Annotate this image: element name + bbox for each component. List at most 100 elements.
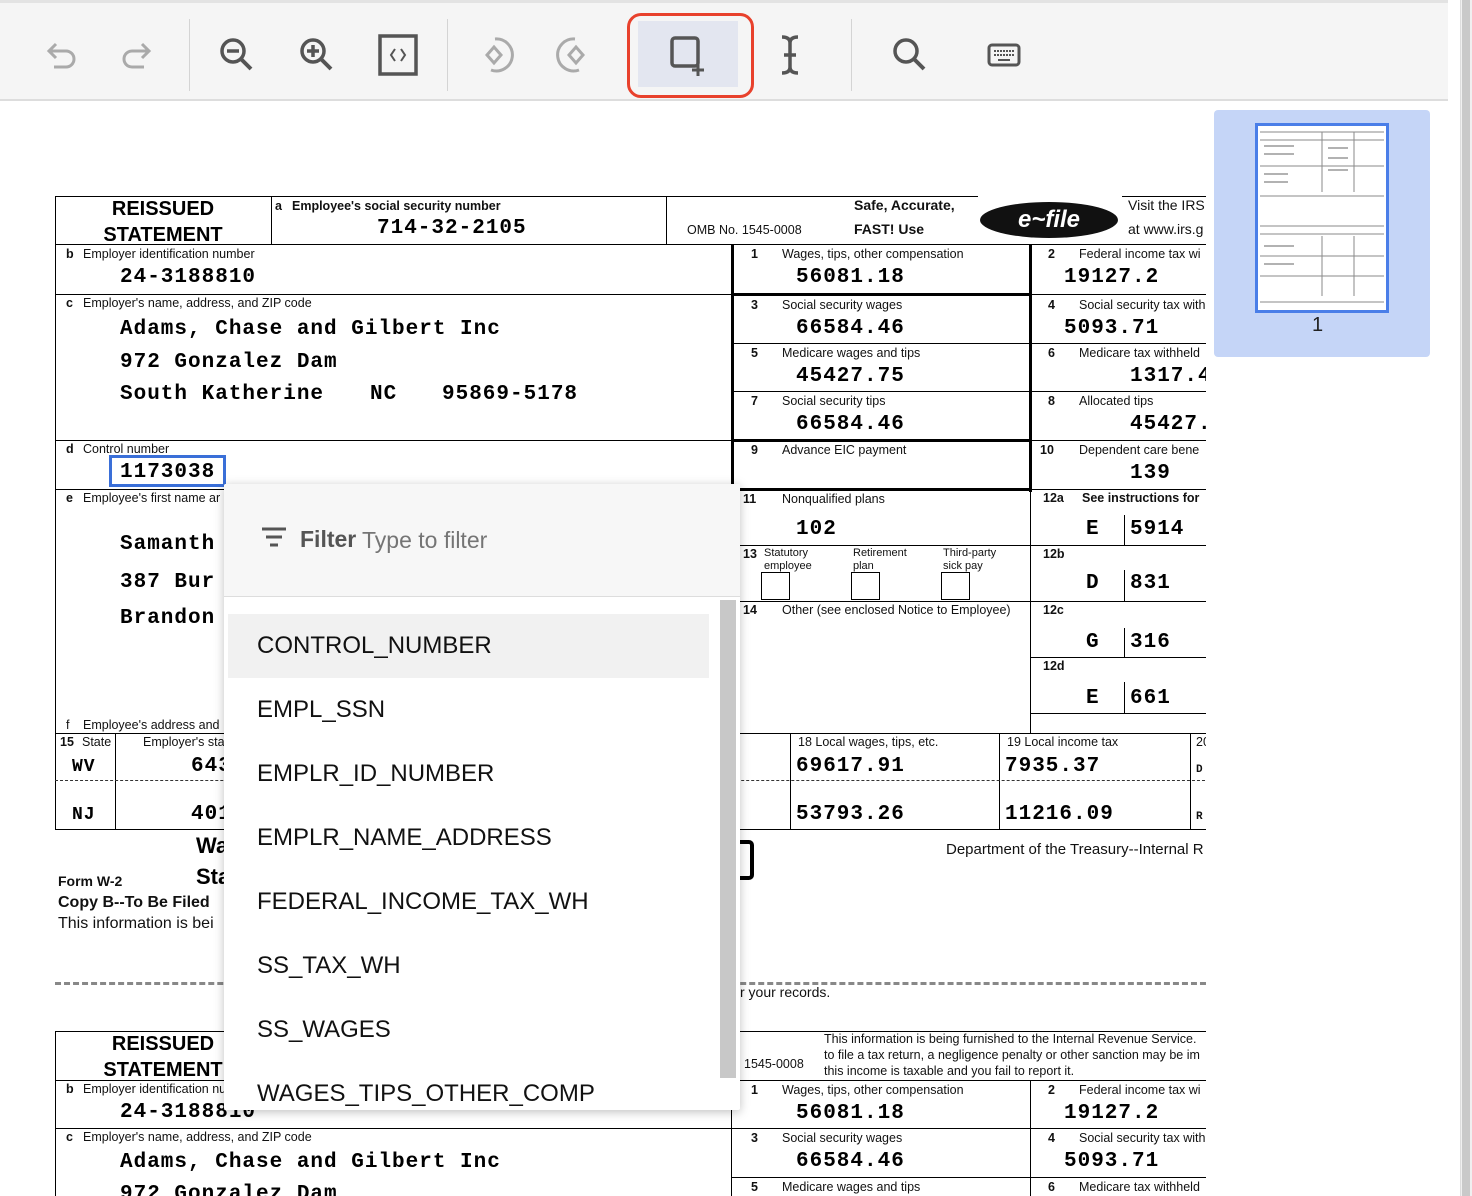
box-3-value-2[interactable]: 66584.46 [796, 1150, 905, 1173]
box-5-value[interactable]: 45427.75 [796, 365, 905, 388]
filter-header: Filter [224, 484, 740, 597]
local-wages-2[interactable]: 53793.26 [796, 803, 905, 826]
state-2[interactable]: NJ [72, 805, 96, 825]
keyboard-button[interactable] [974, 25, 1034, 85]
dropdown-item[interactable]: EMPLR_NAME_ADDRESS [257, 824, 552, 851]
zoom-in-button[interactable] [287, 25, 347, 85]
add-box-button[interactable] [638, 21, 738, 87]
dropdown-item[interactable]: FEDERAL_INCOME_TAX_WH [257, 888, 589, 915]
box-1-number: 1 [751, 247, 758, 261]
dropdown-item[interactable]: CONTROL_NUMBER [228, 614, 709, 678]
box-12c-value[interactable]: 316 [1130, 631, 1171, 654]
box-5-number-2: 5 [751, 1180, 758, 1194]
dropdown-item[interactable]: SS_TAX_WH [257, 952, 401, 979]
control-number-value[interactable]: 1173038 [120, 461, 216, 484]
box-4-value-2[interactable]: 5093.71 [1064, 1150, 1160, 1173]
filter-label: Filter [300, 526, 357, 552]
box-a-letter: a [275, 199, 282, 213]
form-title-part: Wa [196, 833, 229, 858]
text-select-button[interactable] [760, 25, 820, 85]
rotate-right-button[interactable] [545, 25, 605, 85]
fit-page-button[interactable] [368, 25, 428, 85]
employer-city[interactable]: South Katherine [120, 383, 325, 406]
box-1-value[interactable]: 56081.18 [796, 266, 905, 289]
page-thumbnail[interactable] [1255, 123, 1389, 313]
box-4-value[interactable]: 5093.71 [1064, 317, 1160, 340]
employee-address[interactable]: 387 Bur [120, 571, 216, 594]
box-2-value-2[interactable]: 19127.2 [1064, 1102, 1160, 1125]
box-3-value[interactable]: 66584.46 [796, 317, 905, 340]
dropdown-item[interactable]: EMPL_SSN [257, 696, 386, 723]
locality-1[interactable]: D [1196, 764, 1203, 776]
box-12b-code[interactable]: D [1086, 572, 1100, 595]
ssn-value[interactable]: 714-32-2105 [377, 217, 527, 240]
add-bounding-box-icon [670, 36, 704, 76]
dropdown-item[interactable]: EMPLR_ID_NUMBER [257, 760, 495, 787]
omb-number: OMB No. 1545-0008 [687, 223, 802, 237]
box-12d-value[interactable]: 661 [1130, 687, 1171, 710]
employer-address[interactable]: 972 Gonzalez Dam [120, 351, 338, 374]
ein-value-2[interactable]: 24-3188810 [120, 1101, 257, 1124]
box-20-label: 20 [1196, 735, 1206, 749]
state-1[interactable]: WV [72, 757, 96, 777]
box-8-value[interactable]: 45427. [1130, 413, 1206, 436]
state-id-1[interactable]: 643 [191, 755, 232, 778]
box-6-label: Medicare tax withheld [1079, 346, 1200, 360]
box-1-value-2[interactable]: 56081.18 [796, 1102, 905, 1125]
locality-2[interactable]: R [1196, 811, 1203, 823]
third-party-sick-pay-checkbox[interactable] [941, 572, 970, 600]
box-12b-value[interactable]: 831 [1130, 572, 1171, 595]
box-12c-code[interactable]: G [1086, 631, 1100, 654]
box-c-label: Employer's name, address, and ZIP code [83, 296, 312, 310]
employer-name-2[interactable]: Adams, Chase and Gilbert Inc [120, 1151, 501, 1174]
box-6-value[interactable]: 1317.4 [1130, 365, 1206, 388]
rotate-left-button[interactable] [465, 25, 525, 85]
box-f-letter: f [66, 718, 70, 732]
search-button[interactable] [880, 25, 940, 85]
scrollbar-thumb[interactable] [1462, 0, 1470, 1196]
dropdown-item[interactable]: SS_WAGES [257, 1016, 391, 1043]
box-12a-value[interactable]: 5914 [1130, 518, 1185, 541]
box-2-value[interactable]: 19127.2 [1064, 266, 1160, 289]
local-wages-1[interactable]: 69617.91 [796, 755, 905, 778]
box-7-value[interactable]: 66584.46 [796, 413, 905, 436]
omb-number-2: 1545-0008 [744, 1057, 804, 1071]
box-11-value[interactable]: 102 [796, 518, 837, 541]
zoom-out-button[interactable] [207, 25, 267, 85]
redo-button[interactable] [108, 25, 168, 85]
filter-input[interactable] [362, 524, 702, 556]
employer-name[interactable]: Adams, Chase and Gilbert Inc [120, 318, 501, 341]
box-8-number: 8 [1048, 394, 1055, 408]
toolbar-divider [189, 19, 190, 91]
local-tax-2[interactable]: 11216.09 [1005, 803, 1114, 826]
statement-text-2: STATEMENT [103, 1059, 223, 1081]
filter-icon [262, 527, 286, 547]
employer-address-2[interactable]: 972 Gonzalez Dam [120, 1183, 338, 1196]
state-id-2[interactable]: 401 [191, 803, 232, 826]
fast-use-text: FAST! Use [854, 221, 925, 237]
box-12a-label: See instructions for [1082, 491, 1200, 505]
box-12a-number: 12a [1043, 491, 1064, 505]
toolbar [0, 0, 1448, 101]
box-3-label-2: Social security wages [782, 1131, 903, 1145]
statutory-employee-checkbox[interactable] [761, 572, 790, 600]
rotate-left-icon [485, 37, 514, 73]
employee-name[interactable]: Samanth [120, 533, 216, 556]
box-10-value[interactable]: 139 [1130, 462, 1171, 485]
ein-value[interactable]: 24-3188810 [120, 266, 257, 289]
local-tax-1[interactable]: 7935.37 [1005, 755, 1101, 778]
box-8-label: Allocated tips [1079, 394, 1154, 408]
reissued-text-2: REISSUED [111, 1033, 215, 1055]
plan-label: plan [853, 560, 874, 572]
box-12d-code[interactable]: E [1086, 687, 1100, 710]
retirement-plan-checkbox[interactable] [851, 572, 880, 600]
employer-state[interactable]: NC [370, 383, 398, 406]
box-1-label-2: Wages, tips, other compensation [782, 1083, 964, 1097]
dropdown-item[interactable]: WAGES_TIPS_OTHER_COMP [257, 1080, 595, 1107]
undo-button[interactable] [30, 25, 90, 85]
box-12a-code[interactable]: E [1086, 518, 1100, 541]
dropdown-scrollbar[interactable] [720, 600, 736, 1078]
selected-bounding-box[interactable] [109, 455, 226, 487]
employer-zip[interactable]: 95869-5178 [442, 383, 579, 406]
employee-city[interactable]: Brandon [120, 607, 216, 630]
